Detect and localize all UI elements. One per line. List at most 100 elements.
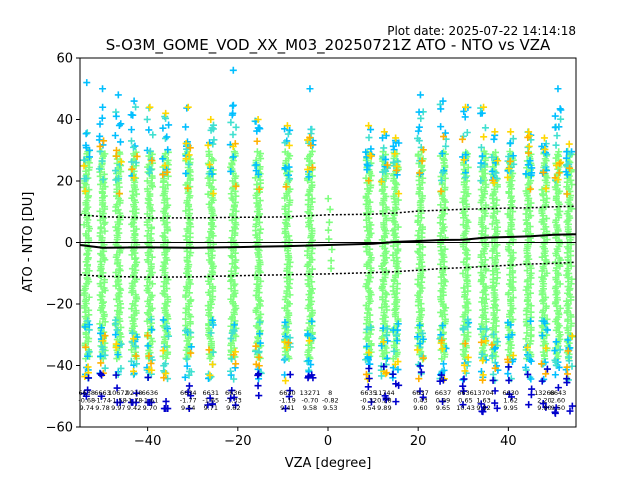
data-point bbox=[257, 310, 265, 318]
column-annotation: -1.78 bbox=[126, 397, 143, 405]
data-point bbox=[184, 388, 192, 396]
data-point bbox=[394, 366, 402, 374]
data-point bbox=[98, 299, 106, 307]
data-point bbox=[228, 185, 236, 193]
data-point bbox=[464, 323, 472, 331]
data-point bbox=[285, 339, 293, 347]
data-point bbox=[231, 280, 239, 288]
data-point bbox=[383, 331, 391, 339]
data-point bbox=[100, 170, 108, 178]
data-point bbox=[282, 165, 290, 173]
data-point bbox=[509, 352, 517, 360]
data-point bbox=[127, 137, 135, 145]
data-point bbox=[230, 393, 238, 401]
data-point bbox=[207, 116, 215, 123]
data-point bbox=[365, 375, 373, 383]
data-point bbox=[437, 279, 445, 287]
data-point bbox=[227, 367, 235, 375]
data-point bbox=[494, 338, 502, 346]
data-point bbox=[144, 398, 152, 406]
column-annotation: 6630 bbox=[502, 389, 519, 397]
column-annotation: 9.97 bbox=[111, 404, 125, 412]
data-point bbox=[112, 112, 120, 120]
data-point bbox=[378, 342, 386, 350]
data-point bbox=[164, 146, 172, 154]
data-point bbox=[363, 325, 371, 333]
data-point bbox=[206, 394, 214, 402]
data-point bbox=[504, 227, 512, 235]
data-point bbox=[181, 327, 189, 335]
data-point bbox=[205, 148, 213, 156]
column-annotation: 6638 bbox=[78, 389, 95, 397]
data-point bbox=[82, 130, 90, 138]
data-point bbox=[568, 181, 576, 189]
data-point bbox=[183, 225, 191, 233]
data-point bbox=[164, 172, 172, 180]
data-point bbox=[308, 333, 316, 341]
data-point bbox=[101, 183, 109, 191]
data-point bbox=[505, 240, 513, 248]
data-point bbox=[285, 141, 293, 149]
data-point bbox=[84, 386, 92, 394]
data-point bbox=[525, 142, 533, 150]
data-point bbox=[478, 227, 486, 235]
data-point bbox=[303, 247, 311, 255]
data-point bbox=[182, 123, 190, 131]
data-point bbox=[187, 349, 195, 357]
data-point bbox=[509, 152, 517, 160]
column-annotation: 9.82 bbox=[476, 404, 490, 412]
data-point bbox=[285, 232, 293, 240]
data-point bbox=[82, 392, 90, 400]
data-point bbox=[557, 115, 565, 123]
data-point bbox=[367, 264, 375, 272]
data-point bbox=[227, 334, 235, 342]
data-point bbox=[308, 307, 316, 315]
data-point bbox=[505, 280, 513, 288]
column-annotation: 11744 bbox=[374, 389, 395, 397]
data-point bbox=[252, 167, 260, 175]
data-point bbox=[478, 152, 486, 160]
data-point bbox=[309, 374, 317, 382]
data-point bbox=[482, 201, 490, 209]
data-point bbox=[563, 297, 571, 305]
data-point bbox=[164, 156, 172, 164]
data-point bbox=[187, 343, 195, 351]
data-point bbox=[389, 370, 397, 378]
data-point bbox=[478, 109, 486, 117]
data-point bbox=[95, 165, 103, 173]
data-point bbox=[382, 396, 390, 404]
data-point bbox=[186, 144, 194, 152]
data-point bbox=[556, 160, 564, 168]
data-point bbox=[253, 181, 261, 189]
data-point bbox=[440, 196, 448, 204]
data-point bbox=[461, 340, 469, 348]
data-point bbox=[493, 269, 501, 277]
data-point bbox=[380, 260, 388, 268]
data-point bbox=[96, 142, 104, 150]
data-point bbox=[182, 232, 190, 240]
data-point bbox=[438, 149, 446, 157]
column-annotation: 9.60 bbox=[413, 404, 427, 412]
data-point bbox=[286, 387, 294, 395]
data-point bbox=[207, 126, 215, 134]
data-point bbox=[459, 382, 467, 390]
data-point bbox=[414, 276, 422, 284]
data-point bbox=[132, 291, 140, 299]
data-point bbox=[117, 364, 125, 372]
data-point bbox=[525, 401, 533, 409]
data-point bbox=[307, 130, 315, 138]
data-point bbox=[164, 181, 172, 189]
data-point bbox=[459, 221, 467, 229]
data-point bbox=[524, 352, 532, 360]
data-point bbox=[389, 326, 397, 334]
data-point bbox=[542, 403, 550, 411]
data-point bbox=[147, 166, 155, 174]
data-point bbox=[187, 296, 195, 304]
data-point bbox=[540, 317, 548, 325]
data-point bbox=[98, 251, 106, 259]
data-point bbox=[557, 158, 565, 166]
data-point bbox=[522, 170, 530, 178]
data-point bbox=[523, 267, 531, 275]
data-point bbox=[437, 105, 445, 113]
